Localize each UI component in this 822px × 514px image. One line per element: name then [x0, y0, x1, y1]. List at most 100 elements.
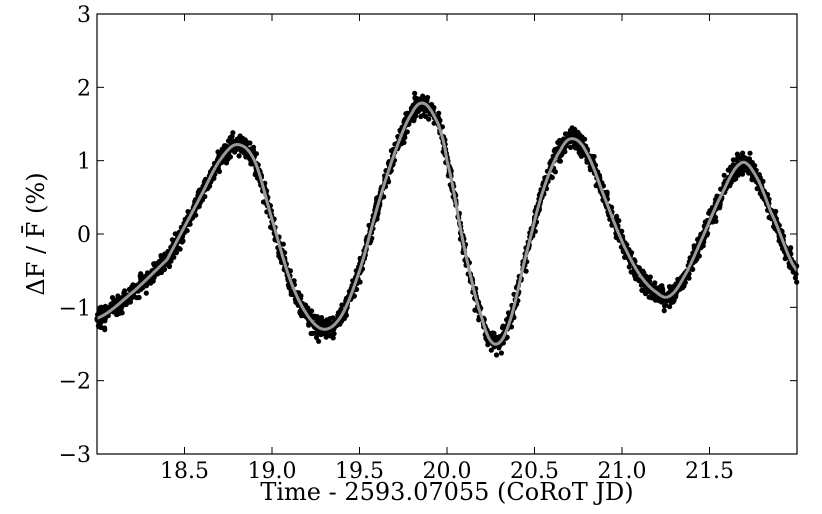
data-point — [628, 269, 634, 275]
y-tick-label: −3 — [59, 443, 91, 468]
data-point — [706, 210, 712, 216]
data-point — [291, 278, 297, 284]
data-point — [786, 263, 793, 270]
data-point — [232, 149, 238, 155]
data-point — [158, 269, 164, 276]
data-point — [159, 256, 165, 263]
data-point — [737, 170, 744, 176]
data-point — [316, 338, 322, 344]
data-point — [488, 347, 494, 353]
data-point — [550, 153, 556, 159]
data-point — [109, 295, 116, 301]
data-point — [667, 284, 674, 291]
data-point — [498, 350, 504, 356]
data-point — [568, 144, 574, 150]
data-point — [286, 285, 292, 291]
data-point — [493, 352, 500, 358]
data-point — [721, 172, 727, 178]
data-point — [404, 129, 410, 135]
fit-curve — [96, 101, 799, 346]
data-point — [485, 342, 491, 348]
data-point — [420, 112, 426, 119]
data-point — [638, 282, 645, 288]
data-point — [426, 116, 432, 122]
data-point — [713, 218, 719, 224]
data-point — [552, 146, 558, 153]
data-point — [717, 205, 723, 211]
data-point — [643, 273, 649, 279]
data-point — [494, 337, 500, 343]
data-point — [652, 280, 658, 286]
data-point — [248, 161, 254, 167]
data-point — [143, 290, 149, 296]
data-point — [313, 330, 319, 336]
data-point — [746, 170, 752, 176]
data-point — [571, 128, 577, 134]
data-point — [422, 108, 428, 114]
data-point — [102, 327, 108, 333]
x-tick-label: 18.5 — [160, 459, 209, 484]
plot-frame — [96, 13, 798, 455]
data-point — [497, 334, 503, 340]
data-point — [350, 278, 356, 284]
y-tick-label: −2 — [59, 370, 91, 395]
x-axis-label: Time - 2593.07055 (CoRoT JD) — [260, 478, 633, 506]
data-point — [171, 254, 177, 260]
data-point — [747, 150, 753, 156]
data-point — [727, 183, 733, 189]
data-point — [740, 150, 746, 156]
data-point — [491, 330, 497, 336]
y-axis-ticks: −3 −2 −1 0 1 2 3 — [59, 3, 797, 468]
data-point — [121, 302, 127, 308]
data-point — [730, 157, 737, 163]
data-point — [436, 110, 442, 116]
x-tick-label: 20.5 — [510, 459, 559, 484]
data-point — [319, 321, 325, 328]
data-point — [576, 134, 582, 140]
data-point — [633, 276, 639, 282]
data-point — [223, 143, 229, 149]
data-point — [122, 288, 128, 294]
data-point — [324, 317, 330, 323]
data-point — [557, 141, 563, 147]
data-point — [614, 213, 620, 219]
data-point — [580, 136, 586, 142]
x-axis-ticks: 18.5 19.0 19.5 20.0 20.5 21.0 21.5 — [160, 14, 734, 484]
data-point — [244, 141, 250, 147]
data-point — [412, 90, 418, 96]
data-point — [666, 297, 673, 304]
data-point — [557, 137, 563, 144]
data-point — [148, 280, 154, 286]
y-tick-label: 2 — [77, 76, 91, 101]
data-point — [219, 146, 225, 152]
data-point — [790, 269, 796, 275]
y-axis-label: ΔF / F̄ (%) — [22, 172, 50, 295]
data-points — [94, 90, 800, 358]
data-point — [757, 190, 763, 197]
data-point — [645, 288, 651, 294]
data-point — [647, 274, 653, 280]
data-point — [695, 253, 701, 259]
data-point — [196, 187, 202, 193]
data-point — [782, 256, 788, 262]
data-point — [735, 155, 741, 161]
data-point — [730, 162, 736, 168]
data-point — [656, 285, 663, 291]
data-point — [667, 304, 673, 310]
data-point — [760, 178, 766, 184]
data-point — [297, 310, 303, 316]
data-point — [343, 312, 349, 318]
data-point — [306, 321, 312, 327]
data-point — [337, 321, 343, 327]
x-tick-label: 21.0 — [598, 459, 647, 484]
y-tick-label: 0 — [77, 223, 91, 248]
data-point — [661, 308, 667, 314]
data-point — [166, 262, 172, 268]
data-point — [230, 130, 236, 136]
x-tick-label: 21.5 — [685, 459, 734, 484]
data-point — [616, 218, 622, 224]
y-tick-label: 3 — [77, 3, 91, 28]
data-point — [215, 167, 221, 173]
data-point — [566, 131, 572, 137]
data-point — [499, 325, 506, 331]
